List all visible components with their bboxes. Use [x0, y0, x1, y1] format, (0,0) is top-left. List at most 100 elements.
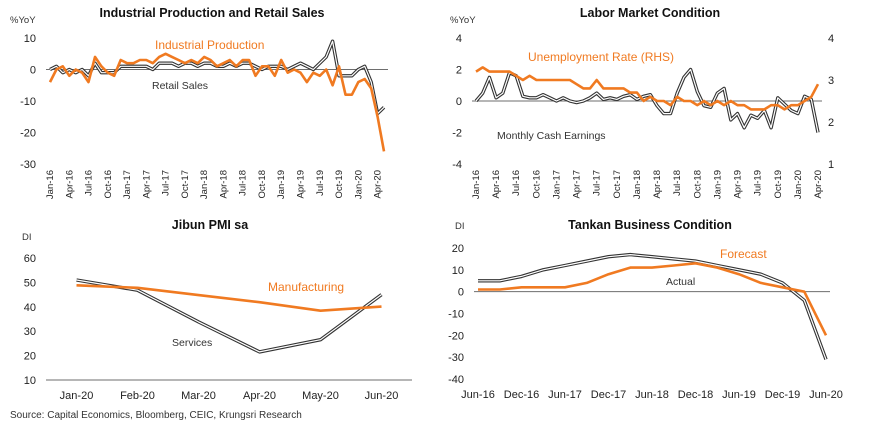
x-tick-label: Jun-19 — [722, 389, 756, 401]
industrial-production-chart: Industrial Production and Retail Sales %Y… — [10, 6, 388, 199]
x-tick-label: Jan-20 — [353, 170, 364, 199]
x-tick-label: Oct-19 — [773, 170, 784, 199]
x-tick-label: Jul-16 — [84, 170, 95, 196]
y-tick-label: 10 — [452, 265, 464, 277]
x-tick-label: Jan-18 — [199, 170, 210, 199]
x-tick-label: Feb-20 — [120, 390, 155, 402]
x-tick-label: Dec-17 — [591, 389, 626, 401]
x-tick-label: Apr-18 — [652, 170, 663, 199]
x-tick-label: Jan-20 — [60, 390, 94, 402]
x-tick-label: May-20 — [302, 390, 339, 402]
x-tick-label: Jan-19 — [712, 170, 723, 199]
x-tick-label: Apr-17 — [141, 170, 152, 199]
x-tick-label: Apr-19 — [733, 170, 744, 199]
actual-series-label: Actual — [666, 276, 695, 288]
y2-tick-label: 3 — [828, 75, 834, 87]
unemployment-rate-rhs-series-label: Unemployment Rate (RHS) — [528, 50, 674, 64]
x-tick-label: Jul-19 — [753, 170, 764, 196]
industrial-production-series-line — [48, 52, 386, 152]
y-tick-label: 0 — [456, 96, 462, 108]
y-tick-label: -10 — [448, 309, 464, 321]
y-tick-label: -20 — [448, 330, 464, 342]
y-tick-label: -30 — [20, 159, 36, 171]
y-tick-label: 0 — [30, 65, 36, 77]
y-axis-unit-label: DI — [455, 221, 465, 232]
x-tick-label: Jul-19 — [315, 170, 326, 196]
x-tick-label: Jul-17 — [592, 170, 603, 196]
jibun-pmi-chart: Jibun PMI sa DI 60 50 40 30 20 10 Jan-20 Feb-20 Ma… — [22, 218, 412, 402]
y-tick-label: 30 — [24, 326, 36, 338]
y-tick-label: -40 — [448, 374, 464, 386]
y-tick-label: -20 — [20, 128, 36, 140]
x-tick-label: Jan-20 — [793, 170, 804, 199]
x-tick-label: Dec-19 — [765, 389, 800, 401]
y-tick-label: -4 — [452, 159, 462, 171]
x-tick-label: Jul-18 — [238, 170, 249, 196]
x-tick-label: Jun-18 — [635, 389, 669, 401]
y-tick-label: 10 — [24, 375, 36, 387]
x-tick-label: Oct-18 — [257, 170, 268, 199]
x-tick-label: Oct-17 — [180, 170, 191, 199]
x-tick-label: Jan-16 — [471, 170, 482, 199]
x-tick-label: Oct-17 — [612, 170, 623, 199]
x-tick-label: Jul-18 — [672, 170, 683, 196]
x-tick-label: Oct-16 — [531, 170, 542, 199]
manufacturing-series-label: Manufacturing — [268, 280, 344, 294]
chart-title: Tankan Business Condition — [568, 218, 732, 232]
y-axis-unit-label: DI — [22, 232, 32, 243]
x-tick-label: Apr-20 — [813, 170, 824, 199]
y2-tick-label: 4 — [828, 33, 834, 45]
x-tick-label: Apr-16 — [64, 170, 75, 199]
x-tick-label: Apr-18 — [218, 170, 229, 199]
services-series-label: Services — [172, 337, 212, 349]
y-tick-label: 60 — [24, 253, 36, 265]
x-tick-label: Jun-20 — [365, 390, 399, 402]
x-tick-label: Mar-20 — [181, 390, 216, 402]
x-tick-label: Apr-17 — [572, 170, 583, 199]
y-tick-label: 0 — [458, 287, 464, 299]
x-tick-label: Jan-19 — [276, 170, 287, 199]
y-tick-label: 4 — [456, 33, 462, 45]
forecast-series-line — [478, 261, 828, 336]
manufacturing-series-line — [76, 284, 382, 313]
x-tick-label: Apr-19 — [296, 170, 307, 199]
x-tick-label: Jun-20 — [809, 389, 843, 401]
source-note: Source: Capital Economics, Bloomberg, CE… — [10, 410, 302, 421]
x-tick-label: Oct-18 — [692, 170, 703, 199]
labor-market-chart: Labor Market Condition %YoY 4 2 0 -2 -4 4 3 2 1 Jan… — [450, 6, 834, 199]
y-tick-label: 10 — [24, 33, 36, 45]
retail-sales-series-label: Retail Sales — [152, 80, 208, 92]
y-tick-label: 40 — [24, 302, 36, 314]
x-tick-label: Jan-17 — [122, 170, 133, 199]
y-tick-label: 20 — [24, 351, 36, 363]
chart-title: Labor Market Condition — [580, 6, 720, 20]
x-tick-label: Apr-20 — [243, 390, 276, 402]
x-tick-label: Dec-16 — [504, 389, 539, 401]
x-tick-label: Jul-17 — [161, 170, 172, 196]
x-tick-label: Jan-16 — [45, 170, 56, 199]
y-axis-unit-label: %YoY — [10, 15, 36, 26]
x-tick-label: Jun-16 — [461, 389, 495, 401]
x-tick-label: Apr-20 — [373, 170, 384, 199]
actual-series-line — [478, 252, 828, 360]
chart-title: Industrial Production and Retail Sales — [99, 6, 324, 20]
y-axis-unit-label: %YoY — [450, 15, 476, 26]
actual-series-line-inner — [478, 254, 827, 360]
x-tick-label: Jan-18 — [632, 170, 643, 199]
y-tick-label: 50 — [24, 277, 36, 289]
monthly-cash-earnings-series-label: Monthly Cash Earnings — [497, 130, 606, 142]
y-tick-label: -2 — [452, 128, 462, 140]
unemployment-rate-rhs-series-line — [475, 66, 820, 111]
y-tick-label: -10 — [20, 96, 36, 108]
x-tick-label: Jan-17 — [551, 170, 562, 199]
x-tick-label: Dec-18 — [678, 389, 713, 401]
y-tick-label: 20 — [452, 243, 464, 255]
x-tick-label: Oct-19 — [334, 170, 345, 199]
x-tick-label: Jun-17 — [548, 389, 582, 401]
y-tick-label: 2 — [456, 65, 462, 77]
x-tick-label: Jul-16 — [511, 170, 522, 196]
y-tick-label: -30 — [448, 352, 464, 364]
x-tick-label: Oct-16 — [103, 170, 114, 199]
y2-tick-label: 1 — [828, 159, 834, 171]
